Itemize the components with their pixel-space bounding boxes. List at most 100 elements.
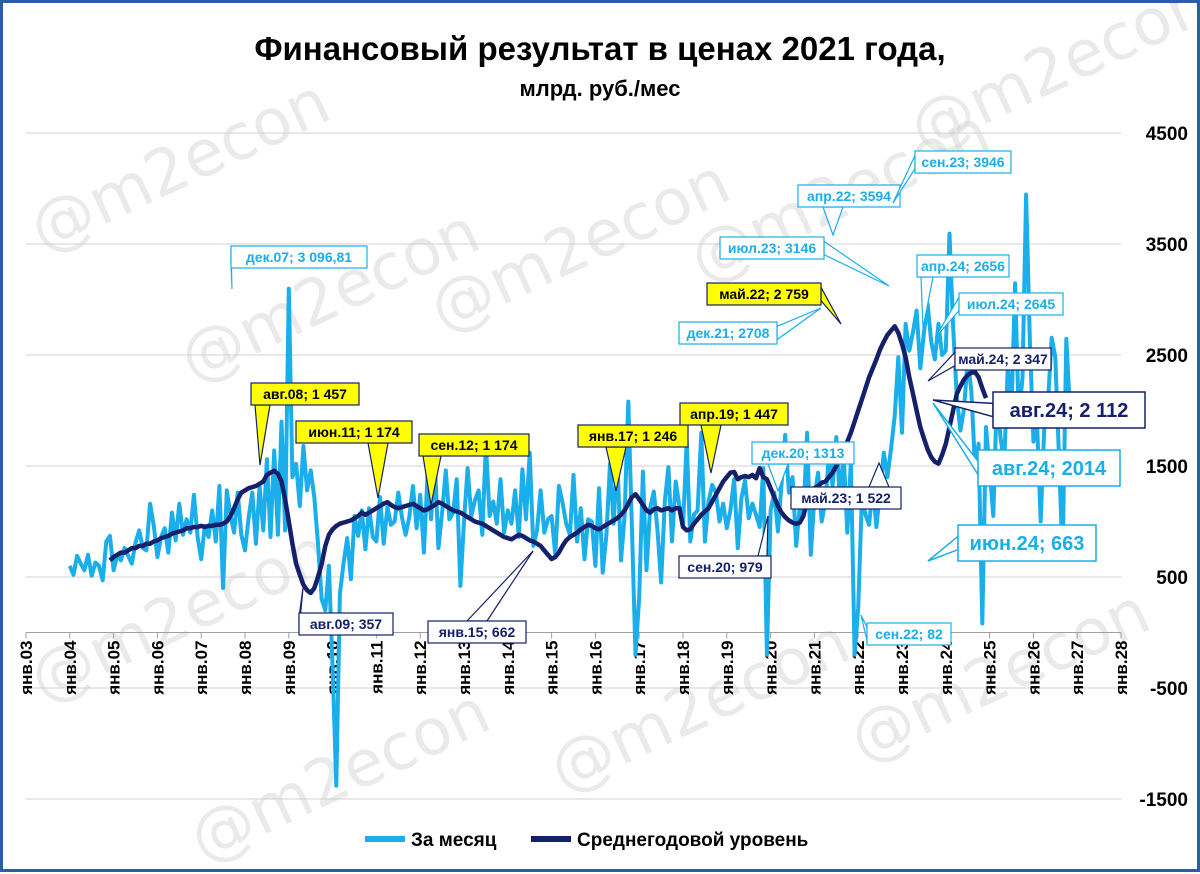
- annotation-callout: июл.24; 2645: [934, 292, 1064, 339]
- annotation-pointer: [254, 404, 271, 466]
- x-tick-label: янв.26: [1024, 641, 1043, 696]
- x-tick-label: янв.09: [280, 641, 299, 696]
- annotation-callout: дек.20; 1313: [751, 441, 855, 493]
- annotation-callout: сен.20; 979: [678, 515, 772, 579]
- annotation-callout: апр.24; 2656: [916, 254, 1010, 329]
- annotation-callout: май.24; 2 347: [927, 347, 1052, 382]
- annotation-pointer: [367, 442, 389, 499]
- x-tick-label: янв.20: [762, 641, 781, 696]
- annotation-label: апр.24; 2656: [921, 258, 1005, 274]
- annotation-label: сен.23; 3946: [921, 154, 1004, 170]
- annotation-box: [679, 402, 789, 426]
- annotation-label: дек.20; 1313: [762, 445, 845, 461]
- annotation-callout: май.23; 1 522: [790, 461, 902, 510]
- x-tick-label: янв.04: [61, 640, 80, 696]
- x-tick-label: янв.08: [236, 641, 255, 696]
- annotation-callout: сен.23; 3946: [892, 150, 1012, 204]
- annotation-callout: апр.22; 3594: [797, 184, 901, 237]
- annotation-label: дек.21; 2708: [687, 325, 770, 341]
- annotation-pointer: [860, 614, 868, 641]
- annotation-label: июн.24; 663: [970, 533, 1085, 555]
- annotation-box: [866, 622, 952, 646]
- annotation-box: [418, 433, 530, 457]
- annotation-callout: дек.21; 2708: [678, 307, 822, 345]
- x-tick-label: янв.19: [718, 641, 737, 696]
- annotation-label: авг.24; 2014: [992, 458, 1107, 480]
- annotation-box: [977, 449, 1121, 487]
- annotation-pointer: [776, 307, 822, 341]
- y-tick-label: 1500: [1146, 457, 1188, 478]
- annotation-box: [295, 420, 413, 444]
- annotation-box: [706, 282, 822, 306]
- x-tick-label: янв.17: [630, 641, 649, 696]
- annotation-box: [914, 150, 1012, 174]
- annotation-callout: авг.09; 357: [298, 587, 394, 636]
- annotation-pointer: [820, 287, 842, 325]
- x-axis-ticks: янв.03 янв.04 янв.05 янв.06 янв.07 янв.08 янв.…: [17, 632, 1131, 696]
- x-tick-label: янв.18: [674, 641, 693, 696]
- annotation-label: авг.09; 357: [310, 616, 382, 632]
- y-tick-label: 3500: [1146, 235, 1188, 256]
- x-tick-label: янв.03: [17, 641, 36, 696]
- annotation-box: [790, 486, 902, 510]
- annotation-box: [957, 524, 1097, 562]
- annotation-box: [751, 441, 855, 465]
- annotation-callout: сен.12; 1 174: [418, 433, 530, 506]
- legend-label-average: Среднегодовой уровень: [577, 830, 808, 851]
- annotation-pointer: [823, 240, 890, 287]
- annotation-callout: авг.24; 2014: [932, 402, 1121, 487]
- annotation-label: апр.22; 3594: [807, 188, 891, 204]
- x-tick-label: янв.05: [105, 641, 124, 696]
- annotation-callout: дек.07; 3 096,81: [230, 245, 368, 290]
- annotation-callout: авг.08; 1 457: [250, 382, 360, 466]
- chart-svg: @m2econ@m2econ@m2econ@m2econ@m2econ@m2ec…: [17, 0, 1200, 874]
- annotation-label: дек.07; 3 096,81: [246, 249, 352, 265]
- annotation-label: авг.08; 1 457: [263, 386, 347, 402]
- annotation-box: [719, 236, 825, 260]
- y-tick-label: 2500: [1146, 346, 1188, 367]
- annotation-callout: май.22; 2 759: [706, 282, 842, 325]
- annotation-callout: янв.15; 662: [427, 550, 534, 644]
- annotation-box: [230, 245, 368, 269]
- y-tick-label: -1500: [1139, 790, 1188, 811]
- y-tick-label: 500: [1156, 568, 1188, 589]
- annotation-callout: июл.23; 3146: [719, 236, 890, 287]
- x-tick-label: янв.14: [499, 640, 518, 696]
- annotation-label: янв.15; 662: [439, 624, 516, 640]
- chart-subtitle: млрд. руб./мес: [520, 76, 681, 101]
- annotation-box: [427, 620, 527, 644]
- x-tick-label: янв.23: [893, 641, 912, 696]
- annotation-box: [916, 254, 1010, 278]
- legend: За месяц Среднегодовой уровень: [365, 830, 808, 851]
- annotation-callout: июн.24; 663: [927, 524, 1097, 562]
- annotation-label: май.23; 1 522: [801, 490, 891, 506]
- annotation-pointer: [465, 550, 534, 622]
- annotation-label: авг.24; 2 112: [1010, 400, 1129, 422]
- x-tick-label: янв.07: [192, 641, 211, 696]
- annotation-label: июл.23; 3146: [728, 240, 816, 256]
- chart-title: Финансовый результат в ценах 2021 года,: [254, 30, 945, 67]
- annotation-label: сен.12; 1 174: [430, 437, 517, 453]
- annotation-box: [577, 424, 689, 448]
- annotation-label: май.24; 2 347: [958, 351, 1048, 367]
- annotation-label: июл.24; 2645: [967, 296, 1055, 312]
- x-tick-label: янв.16: [586, 641, 605, 696]
- watermark-0: @m2econ: [18, 65, 341, 268]
- y-tick-label: 4500: [1146, 124, 1188, 145]
- x-tick-label: янв.06: [148, 641, 167, 696]
- annotation-box: [678, 321, 778, 345]
- annotation-box: [250, 382, 360, 406]
- watermark-6: @m2econ: [538, 605, 861, 808]
- annotation-callout: сен.22; 82: [860, 614, 952, 646]
- annotation-pointer: [927, 534, 959, 562]
- annotation-label: апр.19; 1 447: [690, 406, 778, 422]
- x-tick-label: янв.15: [543, 641, 562, 696]
- annotation-box: [992, 391, 1146, 429]
- x-tick-label: янв.28: [1112, 641, 1131, 696]
- annotation-label: янв.17; 1 246: [589, 428, 677, 444]
- x-tick-label: янв.13: [455, 641, 474, 696]
- annotation-box: [298, 612, 394, 636]
- annotation-callout: авг.24; 2 112: [932, 391, 1146, 429]
- annotation-layer: дек.07; 3 096,81 авг.08; 1 457 авг.09; 357…: [230, 150, 1146, 646]
